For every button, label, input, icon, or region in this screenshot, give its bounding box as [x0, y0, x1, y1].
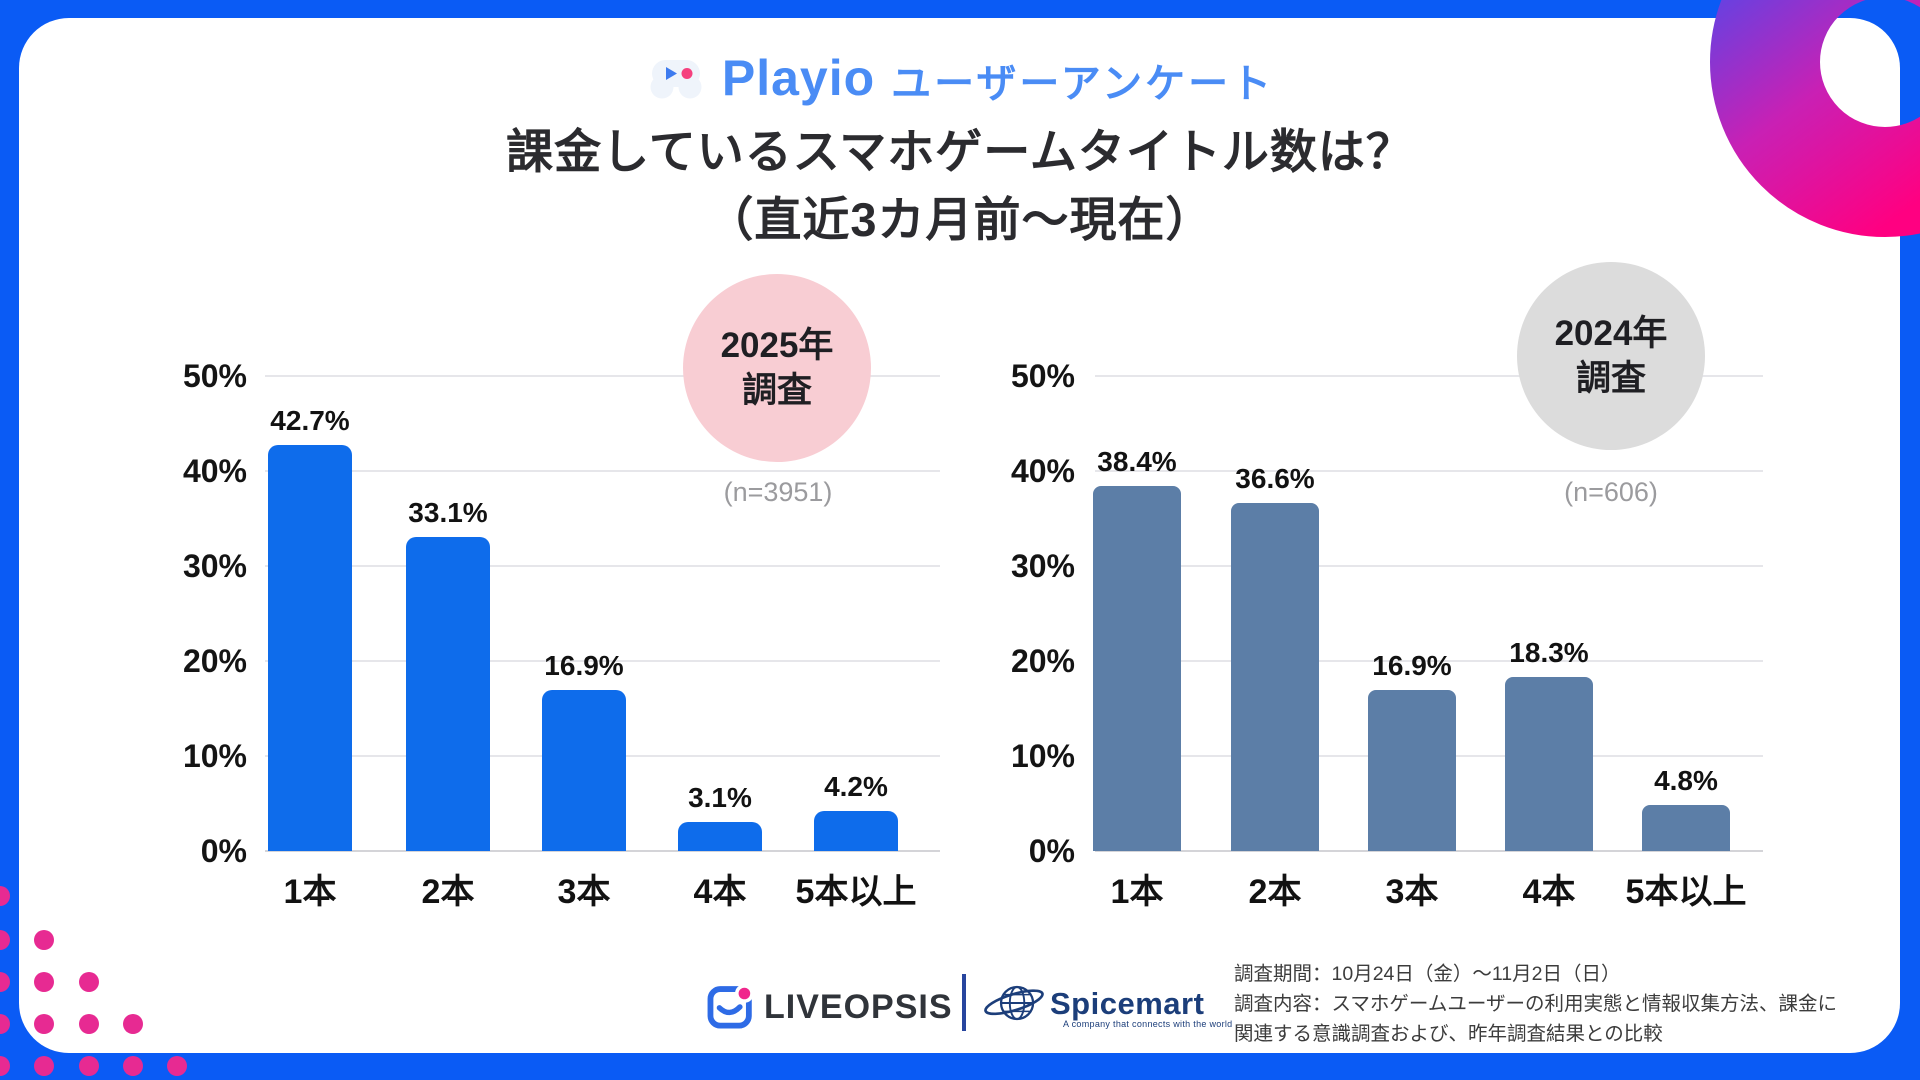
corner-dots-decoration [0, 886, 187, 1076]
bar-value-label: 38.4% [1097, 446, 1177, 478]
survey-badge-2025: 2025年 調査 [683, 274, 871, 462]
bar-value-label: 16.9% [544, 650, 624, 682]
y-gridline [1095, 470, 1763, 472]
bar-1本 [1093, 486, 1181, 851]
x-category-label: 5本以上 [1625, 873, 1747, 911]
badge-word: 調査 [741, 371, 812, 410]
bar-value-label: 4.2% [824, 771, 888, 803]
bar-value-label: 3.1% [688, 781, 752, 813]
y-tick-label: 10% [182, 738, 247, 774]
y-gridline [1095, 850, 1763, 852]
y-gridline [265, 470, 940, 472]
bar-4本 [1505, 677, 1593, 851]
bar-5本以上 [814, 811, 898, 851]
corner-ring-decoration [1710, 0, 1920, 237]
y-tick-label: 30% [1010, 548, 1075, 584]
y-tick-label: 20% [182, 643, 247, 679]
y-gridline [265, 850, 940, 852]
bar-4本 [678, 821, 762, 851]
x-category-label: 1本 [283, 873, 337, 911]
y-gridline [1095, 660, 1763, 662]
survey-content-line2: 関連する意識調査および、昨年調査結果との比較 [1234, 1023, 1663, 1045]
bar-5本以上 [1642, 805, 1730, 851]
sample-size-2025: (n=3951) [723, 477, 833, 507]
y-tick-label: 40% [1010, 453, 1075, 489]
y-tick-label: 40% [182, 453, 247, 489]
bar-3本 [1368, 690, 1456, 851]
y-tick-label: 50% [182, 358, 247, 394]
page-title: 課金しているスマホゲームタイトル数は？ （直近3カ月前〜現在） [0, 118, 1920, 254]
page-title-line1: 課金しているスマホゲームタイトル数は？ [506, 125, 1414, 178]
x-category-label: 3本 [1385, 873, 1439, 911]
bar-value-label: 33.1% [408, 496, 488, 528]
bar-value-label: 16.9% [1372, 650, 1452, 682]
y-tick-label: 30% [182, 548, 247, 584]
spicemart-tagline: A company that connects with the world [1063, 1019, 1233, 1029]
spicemart-logo-text: Spicemart [1050, 986, 1205, 1021]
x-category-label: 1本 [1110, 873, 1164, 911]
x-category-label: 2本 [421, 873, 475, 911]
y-tick-label: 50% [1010, 358, 1075, 394]
bar-value-label: 4.8% [1654, 765, 1718, 797]
y-gridline [265, 660, 940, 662]
page-title-line2: （直近3カ月前〜現在） [706, 193, 1214, 246]
bar-3本 [542, 690, 626, 851]
y-tick-label: 20% [1010, 643, 1075, 679]
survey-badge-2024: 2024年 調査 [1517, 262, 1705, 450]
bar-2本 [406, 536, 490, 851]
x-category-label: 3本 [557, 873, 611, 911]
survey-notes: 調査期間：10月24日（金）〜11月2日（日） 調査内容：スマホゲームユーザーの… [1234, 959, 1837, 1049]
footer-logo-divider [962, 974, 966, 1031]
sample-size-2024: (n=606) [1564, 477, 1658, 507]
survey-period: 調査期間：10月24日（金）〜11月2日（日） [1234, 963, 1621, 985]
y-tick-label: 10% [1010, 738, 1075, 774]
bar-1本 [268, 445, 352, 851]
survey-content-line1: 調査内容：スマホゲームユーザーの利用実態と情報収集方法、課金に [1234, 993, 1837, 1015]
x-category-label: 4本 [693, 873, 747, 911]
x-category-label: 2本 [1248, 873, 1302, 911]
y-tick-label: 0% [1028, 833, 1075, 869]
spicemart-logo-icon [984, 985, 1044, 1021]
liveopsis-logo-icon [707, 984, 754, 1029]
liveopsis-logo-text: LIVEOPSIS [764, 988, 953, 1026]
badge-word: 調査 [1575, 359, 1646, 398]
y-gridline [265, 375, 940, 377]
x-category-label: 5本以上 [795, 873, 917, 911]
brand-subtitle: ユーザーアンケート [891, 62, 1275, 106]
badge-year: 2024年 [1554, 314, 1668, 353]
bar-value-label: 42.7% [270, 405, 350, 437]
bar-value-label: 36.6% [1235, 463, 1315, 495]
brand-row: Playio ユーザーアンケート [0, 46, 1920, 109]
bar-value-label: 18.3% [1509, 637, 1589, 669]
x-category-label: 4本 [1522, 873, 1576, 911]
y-tick-label: 0% [200, 833, 247, 869]
badge-year: 2025年 [720, 326, 834, 365]
y-gridline [265, 565, 940, 567]
y-gridline [1095, 375, 1763, 377]
game-controller-icon [650, 59, 702, 98]
y-gridline [1095, 565, 1763, 567]
bar-2本 [1231, 503, 1319, 851]
brand-name: Playio [721, 49, 876, 106]
